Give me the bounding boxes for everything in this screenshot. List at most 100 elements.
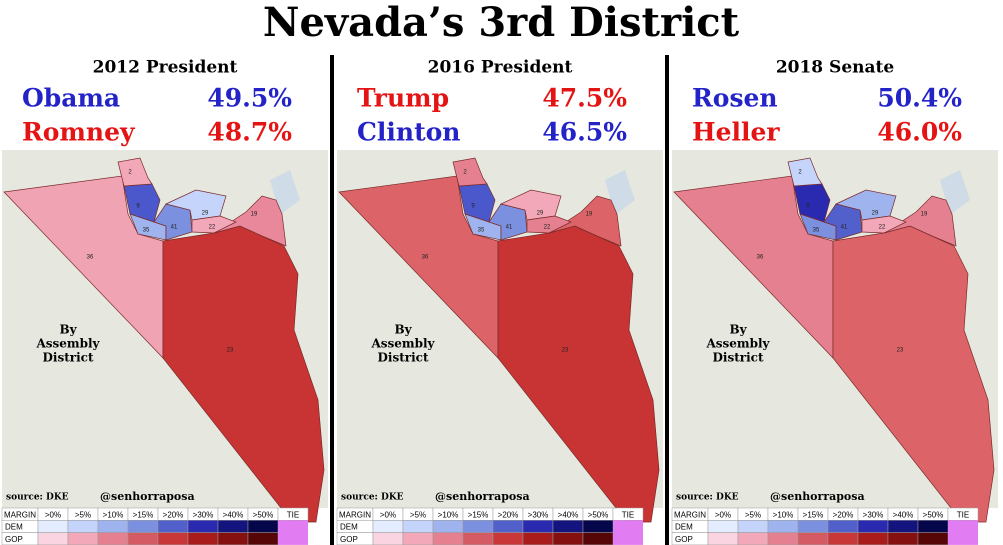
legend-header: >40% xyxy=(223,510,244,519)
legend-swatch xyxy=(737,532,769,545)
candidate-name: Obama xyxy=(22,84,120,113)
legend-swatch xyxy=(887,520,919,533)
candidate-share: 48.7% xyxy=(207,118,292,147)
legend-swatch xyxy=(402,532,434,545)
legend-swatch xyxy=(552,520,584,533)
legend-header: >0% xyxy=(45,510,61,519)
legend-swatch xyxy=(157,520,189,533)
legend: MARGIN >0% >5% >10% >15% >20% >30% >40% >50% TIE D… xyxy=(336,507,644,545)
legend-header: MARGIN xyxy=(674,510,706,519)
district-label: 35 xyxy=(813,228,820,234)
legend-swatch xyxy=(402,520,434,533)
legend-header: >20% xyxy=(498,510,519,519)
legend-header: >15% xyxy=(468,510,489,519)
legend-header: >50% xyxy=(253,510,274,519)
legend-row-label: GOP xyxy=(340,535,358,544)
legend-swatch xyxy=(97,520,129,533)
legend-swatch xyxy=(217,532,249,545)
legend-swatch xyxy=(552,532,584,545)
district-label: 22 xyxy=(209,225,216,231)
district xyxy=(548,195,622,247)
legend-header: >10% xyxy=(103,510,124,519)
credit: @senhorraposa xyxy=(435,490,530,503)
legend-swatch xyxy=(797,520,829,533)
district-label: 41 xyxy=(171,225,178,231)
legend-header: TIE xyxy=(287,510,299,519)
source: source: DKE xyxy=(676,493,739,503)
district-label: 36 xyxy=(422,255,429,261)
legend-header: >40% xyxy=(893,510,914,519)
legend-swatch xyxy=(492,520,524,533)
legend-swatch xyxy=(462,520,494,533)
divider xyxy=(330,55,334,545)
district xyxy=(861,215,907,234)
map-label: District xyxy=(378,351,429,365)
legend-header: >10% xyxy=(773,510,794,519)
district xyxy=(883,195,957,247)
legend-swatch xyxy=(917,520,949,533)
district-label: 23 xyxy=(562,348,569,354)
legend-swatch xyxy=(857,520,889,533)
legend-swatch xyxy=(127,520,159,533)
legend-header: >0% xyxy=(715,510,731,519)
legend-swatch xyxy=(737,520,769,533)
legend-swatch xyxy=(217,520,249,533)
legend-swatch xyxy=(372,532,404,545)
legend-tie xyxy=(278,520,308,545)
legend-header: >50% xyxy=(923,510,944,519)
candidate-name: Rosen xyxy=(692,84,778,113)
candidate-name: Clinton xyxy=(357,118,460,147)
district-label: 35 xyxy=(143,228,150,234)
district xyxy=(526,215,572,234)
legend-header: >0% xyxy=(380,510,396,519)
map-label: Assembly xyxy=(370,337,435,351)
legend-swatch xyxy=(67,532,99,545)
district xyxy=(452,157,488,187)
panel-heading: 2016 President xyxy=(428,58,573,78)
candidate-name: Romney xyxy=(22,118,136,147)
legend-swatch xyxy=(247,532,279,545)
district-label: 36 xyxy=(87,255,94,261)
district-label: 29 xyxy=(872,211,879,217)
map-label: Assembly xyxy=(35,337,100,351)
legend-header: TIE xyxy=(957,510,969,519)
district xyxy=(117,157,153,187)
candidate-share: 47.5% xyxy=(542,84,627,113)
legend-swatch xyxy=(37,532,69,545)
legend-swatch xyxy=(187,532,219,545)
legend-header: >10% xyxy=(438,510,459,519)
district-label: 36 xyxy=(757,255,764,261)
legend-swatch xyxy=(887,532,919,545)
district-label: 19 xyxy=(921,212,928,218)
legend-swatch xyxy=(857,532,889,545)
legend-swatch xyxy=(767,532,799,545)
district-label: 23 xyxy=(897,348,904,354)
district-label: 22 xyxy=(544,225,551,231)
legend-row-label: DEM xyxy=(5,523,23,532)
divider xyxy=(665,55,669,545)
district-label: 35 xyxy=(478,228,485,234)
district-label: 2 xyxy=(798,170,802,176)
district-label: 9 xyxy=(471,204,475,210)
map-label: By xyxy=(59,323,77,337)
credit: @senhorraposa xyxy=(100,490,195,503)
legend-swatch xyxy=(827,520,859,533)
legend-swatch xyxy=(432,520,464,533)
panel: 2012 President Obama 49.5% Romney 48.7% 36 23 1… xyxy=(1,58,328,545)
district-label: 2 xyxy=(463,170,467,176)
legend-swatch xyxy=(127,532,159,545)
legend-header: >5% xyxy=(745,510,761,519)
legend-swatch xyxy=(767,520,799,533)
candidate-share: 46.5% xyxy=(542,118,627,147)
district xyxy=(787,157,823,187)
district-label: 9 xyxy=(136,204,140,210)
legend-swatch xyxy=(522,520,554,533)
legend-header: >30% xyxy=(528,510,549,519)
legend-swatch xyxy=(707,520,739,533)
legend-swatch xyxy=(522,532,554,545)
map-label: By xyxy=(394,323,412,337)
legend-row-label: GOP xyxy=(675,535,693,544)
